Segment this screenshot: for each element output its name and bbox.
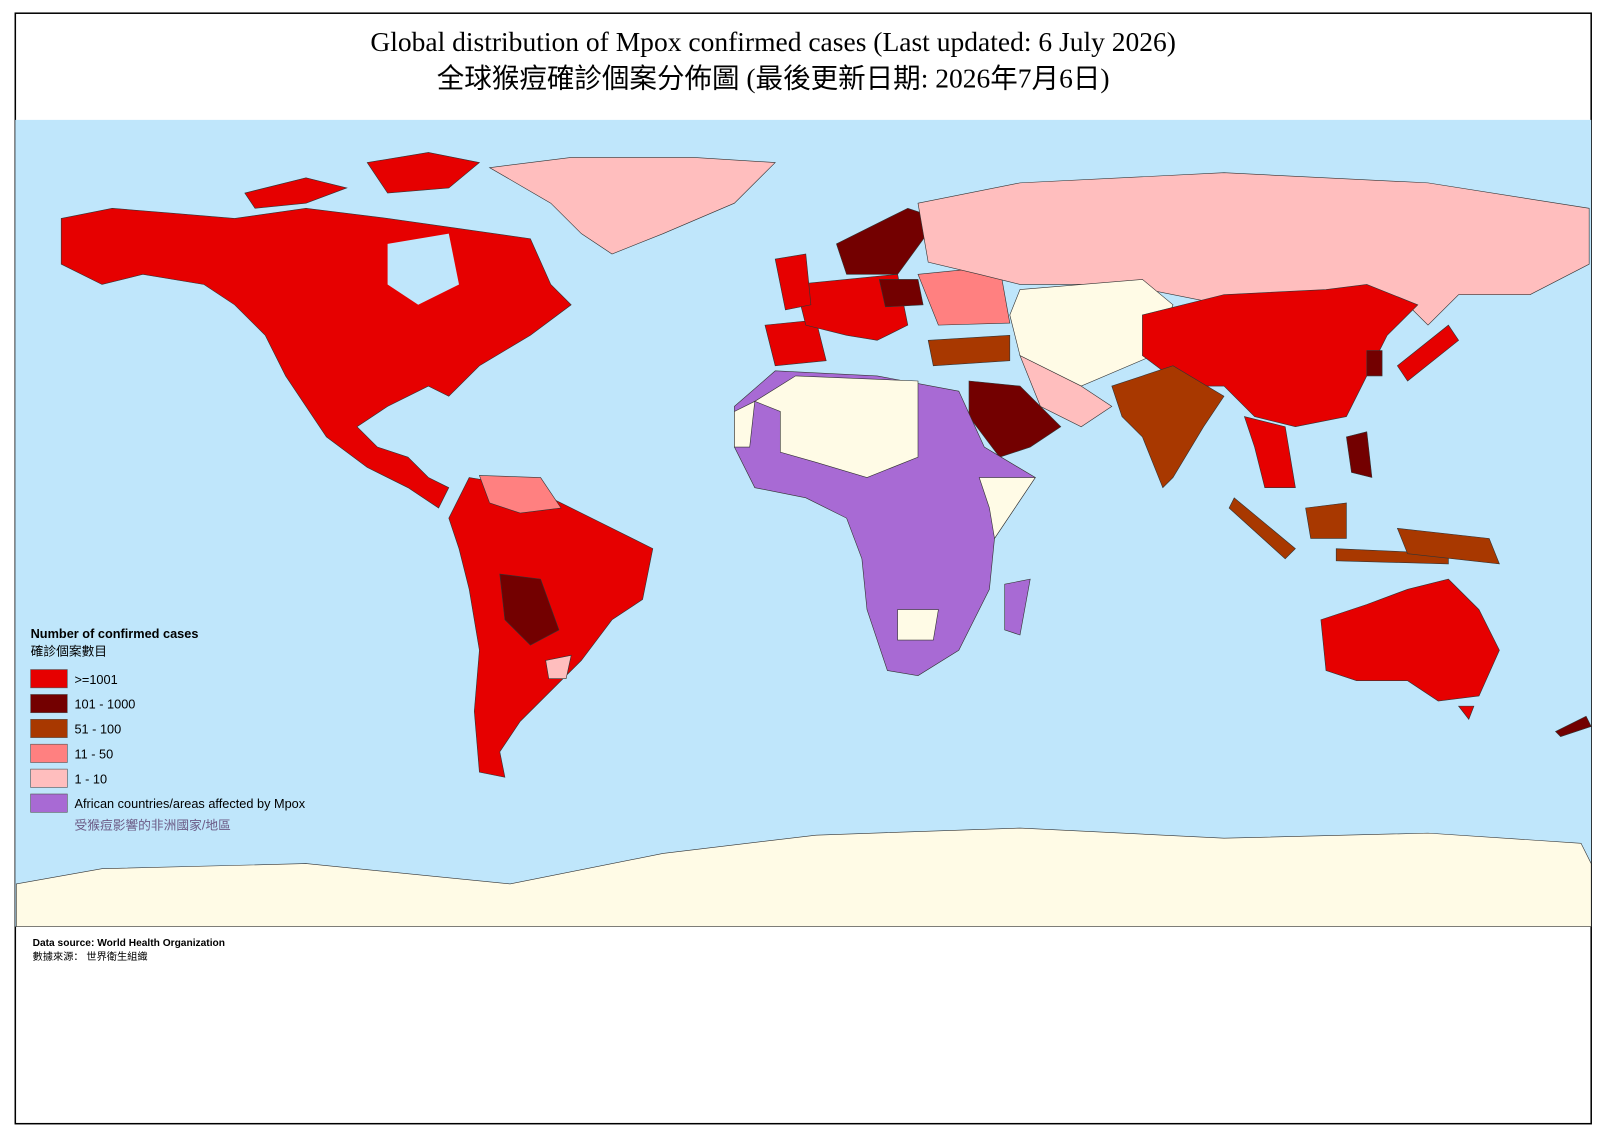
legend-swatch [30,694,68,714]
legend-label: >=1001 [74,672,117,687]
legend-title-zh: 確診個案數目 [31,643,107,658]
source-zh: 數據來源： 世界衛生組織 [33,950,148,963]
source: Data source: World Health Organization [33,938,225,949]
legend-label: 1 - 10 [74,771,107,786]
legend-label: 51 - 100 [74,722,121,737]
legend-label: 101 - 1000 [74,697,135,712]
legend: Number of confirmed cases 確診個案數目 >=1001 1… [30,626,306,833]
legend-swatch [30,719,68,738]
legend-swatch [30,768,68,788]
subtitle: 全球猴痘確診個案分佈圖 (最後更新日期: 2026年7月6日) [437,63,1110,93]
legend-label-zh: 受猴痘影響的非洲國家/地區 [74,818,230,833]
legend-swatch [30,743,68,763]
legend-swatch [30,793,68,813]
legend-title: Number of confirmed cases [31,626,199,641]
map [16,152,1592,927]
legend-swatch [30,669,68,689]
legend-label: 11 - 50 [74,746,113,761]
title: Global distribution of Mpox confirmed ca… [370,27,1176,57]
legend-label: African countries/areas affected by Mpox [74,796,305,811]
